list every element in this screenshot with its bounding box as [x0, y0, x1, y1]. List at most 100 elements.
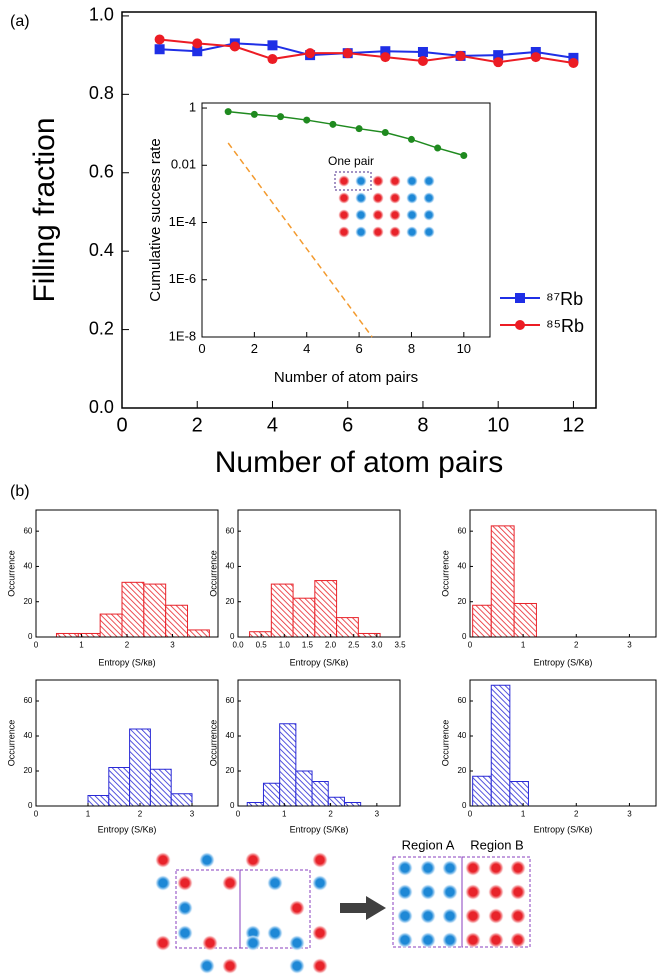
red-atom	[372, 175, 384, 187]
y-tick-label: 0	[230, 632, 235, 641]
y-tick-label: 0	[462, 632, 467, 641]
y-tick-label: 1.0	[89, 5, 114, 25]
histogram-bar	[170, 793, 193, 807]
x-tick-label: 2	[138, 810, 143, 819]
x-tick-label: 3.0	[371, 641, 383, 650]
chart: 0 1 2 3 0 20 40 60 Entropy (S/Kʙ) Occurrence	[6, 679, 219, 834]
x-tick-label: 0	[468, 641, 473, 650]
chart: 0 1 2 3 0 20 40 60 Entropy (S/Kʙ) Occurrence	[208, 679, 401, 834]
x-axis-label: Entropy (S/kʙ)	[98, 657, 155, 667]
legend-entry: ⁸⁷Rb	[500, 289, 583, 309]
legend-label: ⁸⁵Rb	[546, 316, 584, 336]
red-atom	[510, 860, 526, 876]
histogram-bar	[249, 631, 272, 638]
red-atom	[488, 860, 504, 876]
marker	[154, 44, 165, 55]
x-tick-label: 4	[267, 414, 278, 436]
marker	[305, 48, 316, 59]
region-box	[392, 856, 463, 948]
chart: 0 2 4 6 8 10 1 0.01 1E-4 1E-6 1E-8 Number of atom p…	[147, 99, 491, 386]
plot-frame	[237, 509, 401, 638]
y-tick-label: 20	[457, 597, 466, 606]
y-axis-label: Occurrence	[440, 550, 450, 597]
y-tick-label: 40	[457, 562, 466, 571]
blue-atom	[289, 935, 305, 951]
histogram-bar	[513, 602, 537, 638]
x-tick-label: 0	[236, 810, 241, 819]
histogram-bar	[295, 770, 313, 807]
x-tick-label: 0.0	[232, 641, 244, 650]
blue-atom	[406, 226, 418, 238]
blue-atom	[245, 935, 261, 951]
marker	[277, 113, 285, 121]
y-tick-label: 40	[225, 562, 234, 571]
histogram-bar	[187, 629, 210, 638]
red-atom	[510, 908, 526, 924]
marker	[154, 34, 165, 45]
histogram-bar	[129, 728, 151, 807]
x-tick-label: 1	[86, 810, 91, 819]
blue-atom	[155, 875, 171, 891]
marker	[224, 108, 232, 116]
x-tick-label: 8	[408, 341, 415, 356]
histogram-bar	[314, 580, 338, 638]
legend-marker	[515, 293, 525, 303]
marker	[417, 56, 428, 67]
marker	[342, 48, 353, 59]
red-atom	[289, 900, 305, 916]
blue-atom	[423, 226, 435, 238]
x-tick-label: 0.5	[256, 641, 268, 650]
histogram-bar	[336, 617, 359, 638]
red-atom	[312, 852, 328, 868]
histogram-bar	[472, 775, 492, 807]
histogram-bar	[292, 597, 316, 638]
blue-atom	[397, 860, 413, 876]
marker	[192, 38, 203, 49]
histogram-bar	[55, 632, 79, 638]
blue-atom	[355, 209, 367, 221]
red-atom	[155, 935, 171, 951]
blue-atom	[420, 932, 436, 948]
y-tick-label: 0.01	[171, 157, 196, 172]
blue-atom	[423, 209, 435, 221]
y-axis-label: Occurrence	[440, 720, 450, 767]
histogram-bar	[108, 767, 131, 807]
blue-atom	[406, 209, 418, 221]
legend-entry: ⁸⁵Rb	[500, 316, 584, 336]
x-tick-label: 0	[468, 810, 473, 819]
marker	[250, 110, 258, 118]
y-tick-label: 20	[457, 766, 466, 775]
histogram-bar	[343, 802, 362, 807]
x-tick-label: 3	[375, 810, 380, 819]
panel-label: (b)	[10, 483, 30, 500]
y-tick-label: 60	[457, 526, 466, 535]
y-tick-label: 40	[23, 731, 32, 740]
y-tick-label: 1E-4	[169, 214, 196, 229]
x-tick-label: 0	[34, 641, 39, 650]
red-atom	[338, 192, 350, 204]
x-axis-label: Number of atom pairs	[215, 446, 503, 479]
x-tick-label: 0	[34, 810, 39, 819]
y-tick-label: 0.4	[89, 240, 114, 260]
x-tick-label: 1	[79, 641, 84, 650]
x-tick-label: 2	[574, 641, 579, 650]
red-atom	[510, 884, 526, 900]
region-box	[239, 869, 311, 949]
blue-atom	[406, 175, 418, 187]
x-axis-label: Entropy (S/Kʙ)	[98, 824, 157, 834]
blue-atom	[397, 908, 413, 924]
blue-atom	[177, 900, 193, 916]
blue-atom	[442, 932, 458, 948]
blue-atom	[423, 192, 435, 204]
y-tick-label: 0	[462, 801, 467, 810]
blue-atom	[355, 192, 367, 204]
y-tick-label: 60	[23, 696, 32, 705]
red-atom	[312, 958, 328, 974]
x-tick-label: 10	[457, 341, 471, 356]
marker	[530, 52, 541, 63]
blue-atom	[199, 958, 215, 974]
plot-frame	[469, 679, 657, 807]
marker	[530, 46, 541, 57]
x-axis-label: Entropy (S/Kʙ)	[534, 657, 593, 667]
